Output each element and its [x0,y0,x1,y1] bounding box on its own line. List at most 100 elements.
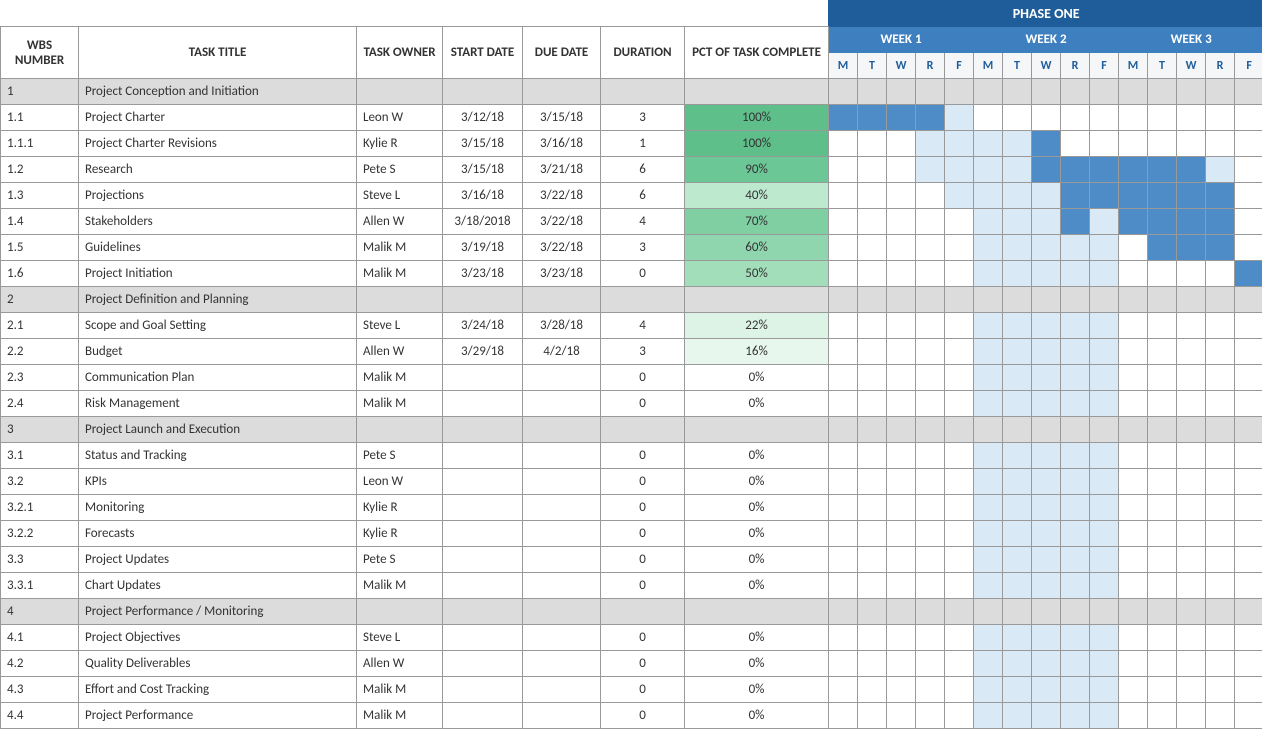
cell-duration[interactable] [601,417,685,443]
gantt-cell[interactable] [1032,183,1061,209]
cell-wbs[interactable]: 1.1.1 [1,131,79,157]
gantt-cell[interactable] [1090,183,1119,209]
gantt-cell[interactable] [916,261,945,287]
gantt-cell[interactable] [829,417,858,443]
cell-title[interactable]: Projections [79,183,357,209]
gantt-cell[interactable] [1003,287,1032,313]
cell-due[interactable] [523,625,601,651]
gantt-cell[interactable] [1119,313,1148,339]
cell-duration[interactable]: 4 [601,209,685,235]
gantt-cell[interactable] [858,157,887,183]
gantt-cell[interactable] [1119,287,1148,313]
cell-owner[interactable] [357,417,443,443]
gantt-cell[interactable] [858,209,887,235]
gantt-cell[interactable] [829,573,858,599]
gantt-cell[interactable] [1148,443,1177,469]
gantt-cell[interactable] [1148,79,1177,105]
gantt-cell[interactable] [858,625,887,651]
cell-start[interactable]: 3/18/2018 [443,209,523,235]
gantt-cell[interactable] [887,391,916,417]
cell-due[interactable] [523,599,601,625]
gantt-cell[interactable] [1148,521,1177,547]
gantt-cell[interactable] [858,313,887,339]
cell-pct[interactable]: 0% [685,625,829,651]
cell-start[interactable] [443,599,523,625]
cell-start[interactable] [443,417,523,443]
cell-due[interactable] [523,287,601,313]
cell-owner[interactable] [357,599,443,625]
cell-title[interactable]: Project Updates [79,547,357,573]
gantt-cell[interactable] [858,703,887,729]
gantt-cell[interactable] [974,599,1003,625]
gantt-cell[interactable] [1090,287,1119,313]
gantt-cell[interactable] [1177,651,1206,677]
gantt-cell[interactable] [945,79,974,105]
gantt-cell[interactable] [1177,235,1206,261]
gantt-cell[interactable] [945,417,974,443]
cell-pct[interactable]: 60% [685,235,829,261]
gantt-cell[interactable] [1032,339,1061,365]
gantt-cell[interactable] [887,79,916,105]
cell-duration[interactable]: 6 [601,183,685,209]
gantt-cell[interactable] [1235,235,1262,261]
cell-wbs[interactable]: 1 [1,79,79,105]
gantt-cell[interactable] [1003,365,1032,391]
gantt-cell[interactable] [1235,365,1262,391]
gantt-cell[interactable] [829,79,858,105]
gantt-cell[interactable] [1206,573,1235,599]
gantt-cell[interactable] [829,651,858,677]
gantt-cell[interactable] [887,599,916,625]
cell-title[interactable]: Quality Deliverables [79,651,357,677]
cell-wbs[interactable]: 1.3 [1,183,79,209]
gantt-cell[interactable] [887,547,916,573]
gantt-cell[interactable] [916,547,945,573]
cell-owner[interactable]: Allen W [357,651,443,677]
cell-start[interactable]: 3/19/18 [443,235,523,261]
gantt-cell[interactable] [1061,651,1090,677]
gantt-cell[interactable] [1032,547,1061,573]
cell-pct[interactable]: 70% [685,209,829,235]
cell-start[interactable]: 3/24/18 [443,313,523,339]
cell-owner[interactable]: Allen W [357,209,443,235]
cell-wbs[interactable]: 2.1 [1,313,79,339]
gantt-cell[interactable] [1235,677,1262,703]
gantt-cell[interactable] [1003,599,1032,625]
gantt-cell[interactable] [1235,625,1262,651]
cell-title[interactable]: Monitoring [79,495,357,521]
cell-pct[interactable]: 90% [685,157,829,183]
gantt-cell[interactable] [945,183,974,209]
gantt-cell[interactable] [1177,599,1206,625]
gantt-cell[interactable] [887,625,916,651]
cell-duration[interactable]: 1 [601,131,685,157]
gantt-cell[interactable] [1090,417,1119,443]
gantt-cell[interactable] [1003,417,1032,443]
gantt-cell[interactable] [1061,287,1090,313]
cell-duration[interactable] [601,599,685,625]
gantt-cell[interactable] [945,131,974,157]
gantt-cell[interactable] [1061,313,1090,339]
cell-title[interactable]: Stakeholders [79,209,357,235]
gantt-cell[interactable] [1061,703,1090,729]
gantt-cell[interactable] [1032,131,1061,157]
cell-due[interactable] [523,391,601,417]
gantt-cell[interactable] [829,547,858,573]
gantt-cell[interactable] [1003,495,1032,521]
gantt-cell[interactable] [1177,209,1206,235]
cell-duration[interactable]: 0 [601,391,685,417]
gantt-cell[interactable] [1061,79,1090,105]
gantt-cell[interactable] [1206,599,1235,625]
gantt-cell[interactable] [1177,105,1206,131]
gantt-cell[interactable] [974,677,1003,703]
cell-due[interactable]: 3/23/18 [523,261,601,287]
gantt-cell[interactable] [1061,157,1090,183]
gantt-cell[interactable] [974,625,1003,651]
cell-duration[interactable]: 0 [601,573,685,599]
cell-pct[interactable] [685,599,829,625]
gantt-cell[interactable] [974,235,1003,261]
gantt-cell[interactable] [1206,417,1235,443]
gantt-cell[interactable] [1090,209,1119,235]
cell-pct[interactable]: 100% [685,131,829,157]
gantt-cell[interactable] [887,209,916,235]
gantt-cell[interactable] [945,287,974,313]
gantt-cell[interactable] [974,365,1003,391]
